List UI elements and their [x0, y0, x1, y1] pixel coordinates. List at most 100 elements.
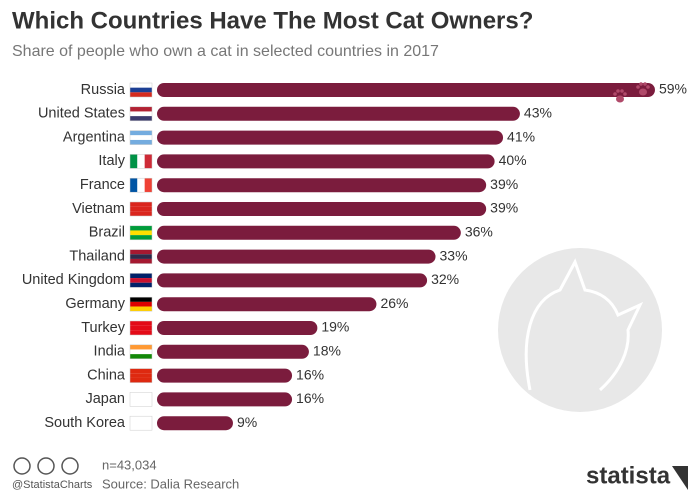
value-label: 16%: [296, 390, 324, 406]
flag-stripe: [130, 354, 152, 359]
flag-stripe: [130, 297, 152, 302]
paw-pad: [616, 95, 624, 103]
bar: [157, 368, 293, 383]
chart-subtitle: Share of people who own a cat in selecte…: [12, 43, 439, 60]
value-label: 32%: [431, 271, 459, 287]
paw-toe: [646, 85, 650, 89]
flag-stripe: [130, 368, 152, 374]
category-label: Vietnam: [72, 201, 125, 217]
flag: [129, 177, 153, 193]
category-label: India: [94, 344, 126, 360]
flag-stripe: [130, 116, 152, 121]
flag: [129, 154, 153, 169]
bar: [157, 225, 461, 240]
flag: [129, 296, 153, 312]
category-label: Turkey: [81, 320, 126, 336]
paw-toe: [613, 92, 617, 96]
paw-icon: [613, 89, 627, 103]
flag-stripe: [130, 206, 152, 212]
flag: [129, 130, 153, 145]
flag-stripe: [130, 254, 152, 259]
flag: [129, 344, 153, 360]
flag: [129, 106, 153, 122]
source: Source: Dalia Research: [102, 476, 239, 491]
value-label: 36%: [465, 224, 493, 240]
paw-toe: [639, 82, 643, 86]
bar: [157, 202, 487, 216]
category-label: Thailand: [69, 248, 125, 264]
flag-stripe: [130, 154, 138, 169]
category-label: Russia: [81, 82, 126, 98]
flag-border: [129, 415, 153, 431]
flag-stripe: [130, 306, 152, 312]
credit: @StatistaCharts: [12, 479, 93, 491]
category-label: South Korea: [44, 415, 126, 431]
category-label: Germany: [65, 296, 125, 312]
flag-border: [129, 249, 153, 264]
flag: [129, 320, 153, 336]
value-label: 19%: [321, 319, 349, 335]
flag-stripe: [130, 344, 152, 350]
flag-border: [129, 368, 153, 383]
flag: [129, 82, 153, 98]
flag-stripe: [130, 139, 152, 145]
flag-stripe: [130, 416, 152, 421]
flag-stripe: [130, 83, 152, 88]
flag-stripe: [130, 282, 152, 288]
flag-stripe: [130, 349, 152, 355]
flag-stripe: [130, 230, 152, 236]
flag-stripe: [144, 178, 152, 193]
bar: [157, 154, 495, 169]
bar: [157, 321, 318, 335]
bar: [157, 344, 309, 359]
paw-toe: [636, 85, 640, 89]
flag: [129, 273, 153, 288]
cat-outline: [524, 258, 644, 392]
bar: [157, 83, 655, 97]
value-label: 26%: [380, 295, 408, 311]
flag-stripe: [130, 377, 152, 383]
value-label: 33%: [440, 247, 468, 263]
flag-stripe: [130, 425, 152, 431]
flag-stripe: [130, 92, 152, 97]
bar: [157, 178, 487, 193]
category-label: Japan: [85, 391, 125, 407]
flag-border: [129, 177, 153, 193]
value-label: 18%: [313, 343, 341, 359]
flag-border: [129, 154, 153, 169]
brand-mark: [672, 466, 688, 490]
category-label: France: [80, 177, 125, 193]
paw-toe: [623, 92, 627, 96]
flag-stripe: [130, 373, 152, 378]
bar: [157, 416, 233, 431]
flag: [129, 415, 153, 431]
paw-toe: [620, 89, 624, 93]
brand-logo: statista: [586, 462, 671, 489]
flag: [129, 249, 153, 264]
flag-border: [129, 296, 153, 312]
flag-stripe: [130, 278, 152, 283]
note: n=43,034: [102, 457, 157, 472]
flag-stripe: [130, 401, 152, 407]
category-label: United Kingdom: [22, 272, 125, 288]
flag-border: [129, 82, 153, 98]
bar: [157, 273, 428, 288]
flag: [129, 392, 153, 407]
flag-border: [129, 225, 153, 241]
bar: [157, 106, 520, 121]
chart-title: Which Countries Have The Most Cat Owners…: [12, 7, 533, 34]
category-label: Brazil: [89, 225, 125, 241]
category-label: Argentina: [63, 129, 126, 145]
bar: [157, 297, 377, 312]
flag-stripe: [130, 420, 152, 426]
paw-toe: [616, 89, 620, 93]
flag-stripe: [130, 111, 152, 117]
category-label: United States: [38, 106, 125, 122]
flag-stripe: [130, 258, 152, 264]
category-label: Italy: [98, 153, 125, 169]
flag-border: [129, 392, 153, 407]
flag-stripe: [130, 135, 152, 140]
value-label: 40%: [499, 152, 527, 168]
flag-border: [129, 344, 153, 360]
